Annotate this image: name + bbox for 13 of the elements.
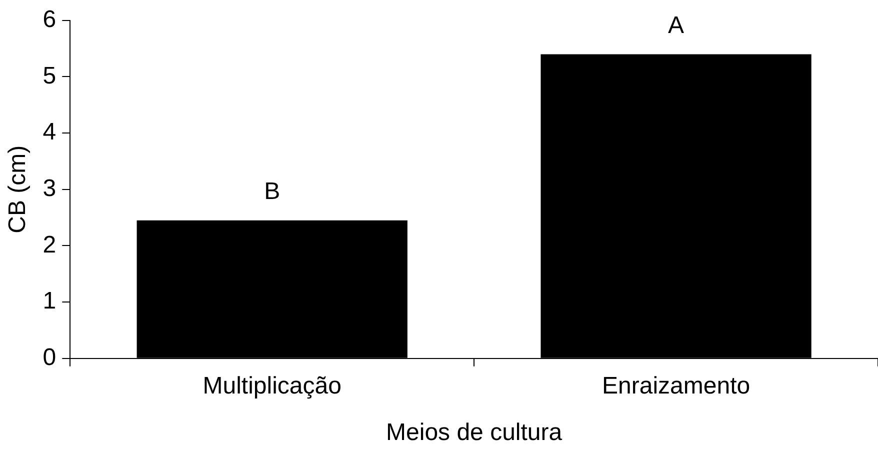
y-tick-label: 2 [42, 231, 56, 258]
x-tick-label: Enraizamento [602, 372, 750, 400]
x-tick-label: Multiplicação [202, 372, 342, 400]
annotation: B [264, 178, 280, 206]
y-axis-title: CB (cm) [4, 145, 32, 234]
x-axis-title: Meios de cultura [386, 419, 563, 446]
y-tick-label: 1 [42, 288, 56, 315]
y-tick-label: 4 [42, 118, 56, 146]
y-tick-label: 0 [42, 344, 56, 372]
y-tick-label: 6 [42, 6, 56, 34]
y-tick-label: 5 [42, 62, 56, 90]
annotation: A [668, 12, 684, 39]
y-tick-label: 3 [42, 175, 56, 202]
